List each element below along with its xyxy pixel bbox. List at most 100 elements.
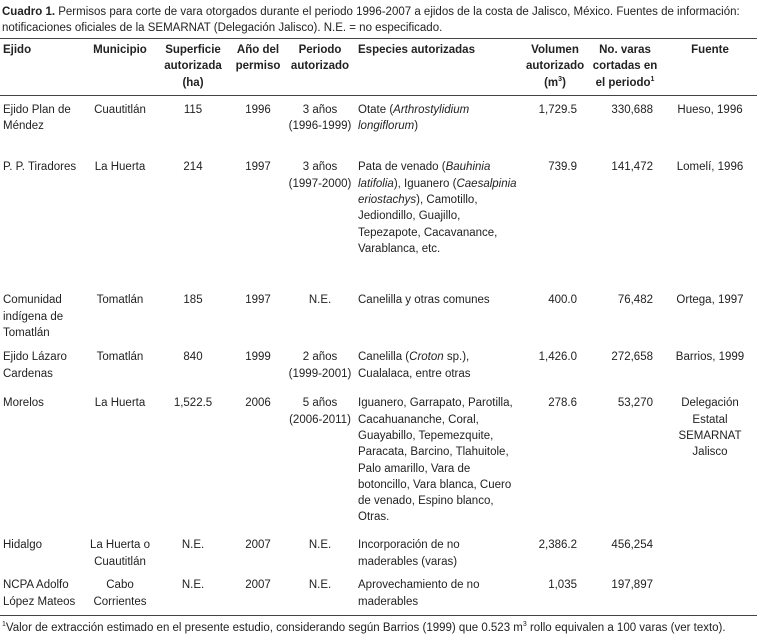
table-cell: 739.9: [523, 153, 587, 286]
text-segment: 1,035: [548, 579, 577, 592]
table-cell: Hidalgo: [0, 531, 85, 571]
table-cell: 456,254: [587, 531, 663, 571]
text-segment: 3: [558, 75, 563, 83]
table-row: NCPA Adolfo López Mateos Cabo Corrientes N…: [0, 571, 757, 616]
table-cell: La Huerta: [85, 153, 155, 286]
table-header: Ejido Municipio Superficie autorizada (ha)…: [0, 38, 757, 96]
table-cell: 76,482: [587, 286, 663, 343]
text-segment: 5 años (2006-2011): [289, 397, 351, 426]
text-segment: 76,482: [617, 294, 653, 307]
table-cell: Canelilla (Croton sp.), Cualalaca, entre…: [355, 343, 523, 389]
text-segment: 2,386.2: [538, 539, 577, 552]
table-cell: 3 años (1996-1999): [285, 95, 355, 153]
table-cell: 197,897: [587, 571, 663, 615]
table-cell: 5 años (2006-2011): [285, 389, 355, 531]
text-segment: Lomelí, 1996: [676, 161, 744, 174]
table-cell: 278.6: [523, 389, 587, 531]
table-cell: 2 años (1999-2001): [285, 343, 355, 389]
text-segment: 197,897: [611, 579, 653, 592]
text-segment: Caesalpinia eriostachys: [358, 177, 517, 206]
text-segment: Ejido Lázaro Cardenas: [3, 351, 67, 380]
text-segment: Bauhinia latifolia: [358, 161, 491, 190]
text-segment: 1996: [245, 103, 271, 116]
table-cell: 185: [155, 286, 231, 343]
text-segment: Cuadro 1.: [2, 6, 56, 18]
table-cell: 840: [155, 343, 231, 389]
table-cell: Canelilla y otras comunes: [355, 286, 523, 343]
column-header: Periodo autorizado: [285, 39, 355, 96]
text-segment: 278.6: [548, 397, 577, 410]
text-segment: N.E.: [308, 294, 332, 307]
text-segment: ), Iguanero (: [393, 177, 457, 190]
text-segment: Comunidad indígena de Tomatlán: [3, 294, 64, 339]
text-segment: 1: [2, 621, 6, 629]
table-cell: Barrios, 1999: [663, 343, 757, 389]
table-cell: 1,426.0: [523, 343, 587, 389]
table-cell: 2006: [231, 389, 285, 531]
table-cell: 1997: [231, 153, 285, 286]
text-segment: Municipio: [93, 44, 147, 56]
text-segment: Otate (: [358, 103, 394, 116]
table-cell: 2,386.2: [523, 531, 587, 571]
text-segment: Cuautitlán: [94, 103, 146, 116]
table-cell: Otate (Arthrostylidium longiflorum): [355, 95, 523, 153]
text-segment: 1: [650, 75, 655, 83]
table-cell: Tomatlán: [85, 343, 155, 389]
text-segment: N.E.: [308, 539, 332, 552]
text-segment: Arthrostylidium longiflorum: [358, 103, 470, 133]
footnote: 1Valor de extracción estimado en el pres…: [2, 621, 726, 634]
text-segment: 1997: [245, 161, 271, 174]
text-segment: 3: [522, 621, 527, 629]
table-cell: 53,270: [587, 389, 663, 531]
text-segment: N.E.: [181, 579, 205, 592]
text-segment: Morelos: [3, 397, 44, 410]
table-cell: 214: [155, 153, 231, 286]
column-header: Volumen autorizado (m3): [523, 39, 587, 96]
text-segment: Barrios, 1999: [675, 351, 745, 364]
permits-table: Ejido Municipio Superficie autorizada (ha)…: [0, 38, 757, 616]
table-cell: Delegación Estatal SEMARNAT Jalisco: [663, 389, 757, 531]
column-header: No. varas cortadas en el periodo1: [587, 39, 663, 96]
table-cell: Cuautitlán: [85, 95, 155, 153]
text-segment: Delegación Estatal SEMARNAT Jalisco: [678, 397, 742, 459]
text-segment: 400.0: [548, 294, 577, 307]
text-segment: N.E.: [181, 539, 205, 552]
table-cell: Pata de venado (Bauhinia latifolia), Igu…: [355, 153, 523, 286]
text-segment: 1999: [245, 351, 271, 364]
text-segment: 272,658: [611, 351, 653, 364]
table-cell: 3 años (1997-2000): [285, 153, 355, 286]
table-row: Hidalgo La Huerta o Cuautitlán N.E. 2007 N.E…: [0, 531, 757, 571]
table-cell: 2007: [231, 571, 285, 615]
table-cell: N.E.: [285, 571, 355, 615]
table-cell: 141,472: [587, 153, 663, 286]
text-segment: 115: [183, 103, 203, 116]
column-header: Municipio: [85, 39, 155, 96]
table-cell: 330,688: [587, 95, 663, 153]
table-cell: 115: [155, 95, 231, 153]
text-segment: Ortega, 1997: [676, 294, 744, 307]
column-header: Superficie autorizada (ha): [155, 39, 231, 96]
text-segment: Cabo Corrientes: [93, 579, 147, 608]
table-cell: 1999: [231, 343, 285, 389]
text-segment: La Huerta o Cuautitlán: [89, 539, 151, 568]
text-segment: Especies autorizadas: [358, 44, 475, 56]
text-segment: 3 años (1997-2000): [288, 161, 352, 190]
text-segment: 1997: [245, 294, 271, 307]
table-cell: N.E.: [285, 531, 355, 571]
header-row: Ejido Municipio Superficie autorizada (ha)…: [0, 38, 757, 96]
text-segment: 141,472: [611, 161, 653, 174]
table-cell: 400.0: [523, 286, 587, 343]
table-cell: Iguanero, Garrapato, Parotilla, Cacahuan…: [355, 389, 523, 531]
text-segment: P. P. Tiradores: [3, 161, 77, 174]
text-segment: 456,254: [611, 539, 653, 552]
text-segment: Ejido: [3, 44, 32, 56]
text-segment: ): [414, 120, 419, 133]
text-segment: Tomatlán: [96, 351, 144, 364]
text-segment: 2 años (1999-2001): [288, 351, 352, 380]
text-segment: Permisos para corte de vara otorgados du…: [2, 6, 740, 34]
table-cell: 1997: [231, 286, 285, 343]
table-cell: Ortega, 1997: [663, 286, 757, 343]
text-segment: 2007: [245, 579, 271, 592]
text-segment: Periodo autorizado: [290, 44, 350, 73]
